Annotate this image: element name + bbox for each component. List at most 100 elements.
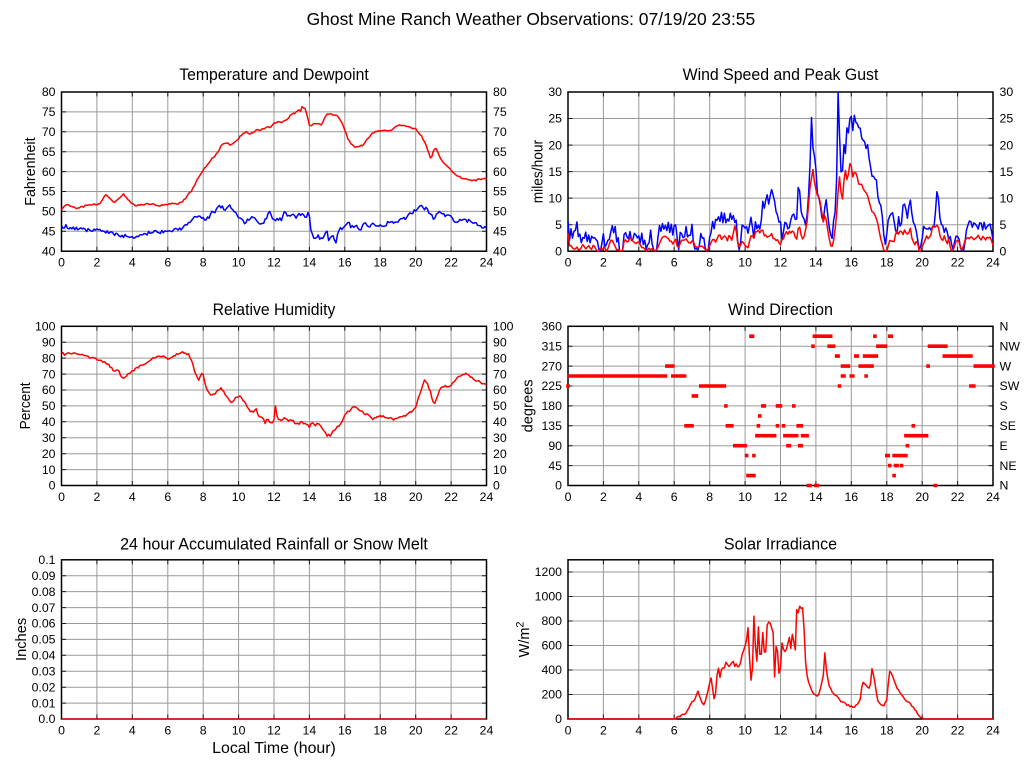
- svg-text:40: 40: [493, 415, 507, 429]
- svg-text:60: 60: [493, 383, 507, 397]
- svg-text:6: 6: [671, 490, 678, 504]
- svg-text:8: 8: [200, 724, 207, 738]
- svg-text:0: 0: [565, 256, 572, 270]
- svg-text:12: 12: [774, 724, 788, 738]
- svg-text:0: 0: [565, 724, 572, 738]
- svg-text:S: S: [1000, 399, 1008, 413]
- svg-text:Wind Direction: Wind Direction: [728, 301, 833, 319]
- svg-text:10: 10: [232, 724, 246, 738]
- svg-text:0.07: 0.07: [32, 601, 56, 615]
- svg-text:360: 360: [541, 320, 562, 334]
- svg-text:180: 180: [541, 399, 562, 413]
- svg-text:10: 10: [738, 256, 752, 270]
- svg-text:24: 24: [480, 724, 494, 738]
- svg-text:5: 5: [555, 218, 562, 232]
- svg-text:Local Time (hour): Local Time (hour): [212, 740, 336, 757]
- svg-text:2: 2: [93, 490, 100, 504]
- svg-text:22: 22: [444, 256, 458, 270]
- svg-text:18: 18: [373, 724, 387, 738]
- svg-text:40: 40: [42, 415, 56, 429]
- svg-text:14: 14: [303, 724, 317, 738]
- svg-text:N: N: [1000, 320, 1009, 334]
- svg-text:45: 45: [493, 225, 507, 239]
- svg-text:10: 10: [42, 463, 56, 477]
- svg-text:100: 100: [35, 320, 56, 334]
- svg-text:16: 16: [844, 724, 858, 738]
- svg-text:20: 20: [42, 447, 56, 461]
- svg-text:5: 5: [1000, 218, 1007, 232]
- svg-text:0.06: 0.06: [32, 617, 56, 631]
- svg-text:0.0: 0.0: [38, 712, 55, 726]
- svg-text:N: N: [1000, 479, 1009, 493]
- svg-text:4: 4: [129, 490, 136, 504]
- svg-text:0: 0: [555, 244, 562, 258]
- svg-text:2: 2: [600, 256, 607, 270]
- svg-text:6: 6: [164, 724, 171, 738]
- svg-text:miles/hour: miles/hour: [531, 140, 547, 204]
- svg-text:degrees: degrees: [521, 379, 537, 432]
- svg-text:4: 4: [635, 724, 642, 738]
- svg-text:12: 12: [267, 256, 281, 270]
- svg-text:60: 60: [42, 165, 56, 179]
- svg-text:24: 24: [480, 256, 494, 270]
- svg-text:22: 22: [444, 724, 458, 738]
- svg-text:NW: NW: [1000, 339, 1021, 353]
- svg-text:4: 4: [129, 256, 136, 270]
- svg-text:90: 90: [42, 335, 56, 349]
- svg-text:30: 30: [42, 431, 56, 445]
- svg-text:6: 6: [671, 724, 678, 738]
- svg-text:0.01: 0.01: [32, 696, 56, 710]
- svg-text:22: 22: [951, 490, 965, 504]
- svg-text:Relative Humidity: Relative Humidity: [213, 301, 336, 319]
- svg-text:80: 80: [493, 85, 507, 99]
- svg-text:55: 55: [493, 185, 507, 199]
- svg-text:14: 14: [809, 724, 823, 738]
- svg-text:60: 60: [42, 383, 56, 397]
- svg-text:25: 25: [1000, 112, 1014, 126]
- svg-text:200: 200: [541, 688, 562, 702]
- svg-text:0: 0: [565, 490, 572, 504]
- svg-text:1200: 1200: [535, 565, 563, 579]
- svg-text:24: 24: [986, 256, 1000, 270]
- svg-text:75: 75: [42, 105, 56, 119]
- svg-text:2: 2: [600, 490, 607, 504]
- svg-text:10: 10: [738, 724, 752, 738]
- svg-text:50: 50: [42, 399, 56, 413]
- svg-text:10: 10: [548, 191, 562, 205]
- svg-text:65: 65: [493, 145, 507, 159]
- svg-text:10: 10: [493, 463, 507, 477]
- svg-text:70: 70: [493, 367, 507, 381]
- svg-text:20: 20: [548, 138, 562, 152]
- svg-text:Percent: Percent: [18, 382, 34, 429]
- svg-text:22: 22: [951, 256, 965, 270]
- svg-text:SE: SE: [1000, 419, 1016, 433]
- svg-text:20: 20: [493, 447, 507, 461]
- svg-text:0: 0: [58, 724, 65, 738]
- svg-text:8: 8: [706, 490, 713, 504]
- svg-text:8: 8: [706, 256, 713, 270]
- svg-text:30: 30: [493, 431, 507, 445]
- svg-text:90: 90: [493, 335, 507, 349]
- svg-text:E: E: [1000, 439, 1008, 453]
- svg-text:22: 22: [444, 490, 458, 504]
- svg-text:70: 70: [42, 367, 56, 381]
- svg-text:W: W: [1000, 359, 1012, 373]
- svg-text:24: 24: [480, 490, 494, 504]
- svg-text:15: 15: [548, 165, 562, 179]
- svg-text:0.09: 0.09: [32, 569, 56, 583]
- svg-text:4: 4: [635, 490, 642, 504]
- svg-text:10: 10: [738, 490, 752, 504]
- svg-text:14: 14: [809, 256, 823, 270]
- svg-text:12: 12: [267, 490, 281, 504]
- svg-text:0: 0: [555, 479, 562, 493]
- svg-text:45: 45: [548, 459, 562, 473]
- svg-text:16: 16: [844, 256, 858, 270]
- svg-text:40: 40: [493, 244, 507, 258]
- svg-text:18: 18: [880, 724, 894, 738]
- svg-text:60: 60: [493, 165, 507, 179]
- svg-text:Solar Irradiance: Solar Irradiance: [724, 535, 837, 553]
- svg-text:4: 4: [129, 724, 136, 738]
- svg-text:70: 70: [42, 125, 56, 139]
- svg-text:0.05: 0.05: [32, 633, 56, 647]
- svg-text:15: 15: [1000, 165, 1014, 179]
